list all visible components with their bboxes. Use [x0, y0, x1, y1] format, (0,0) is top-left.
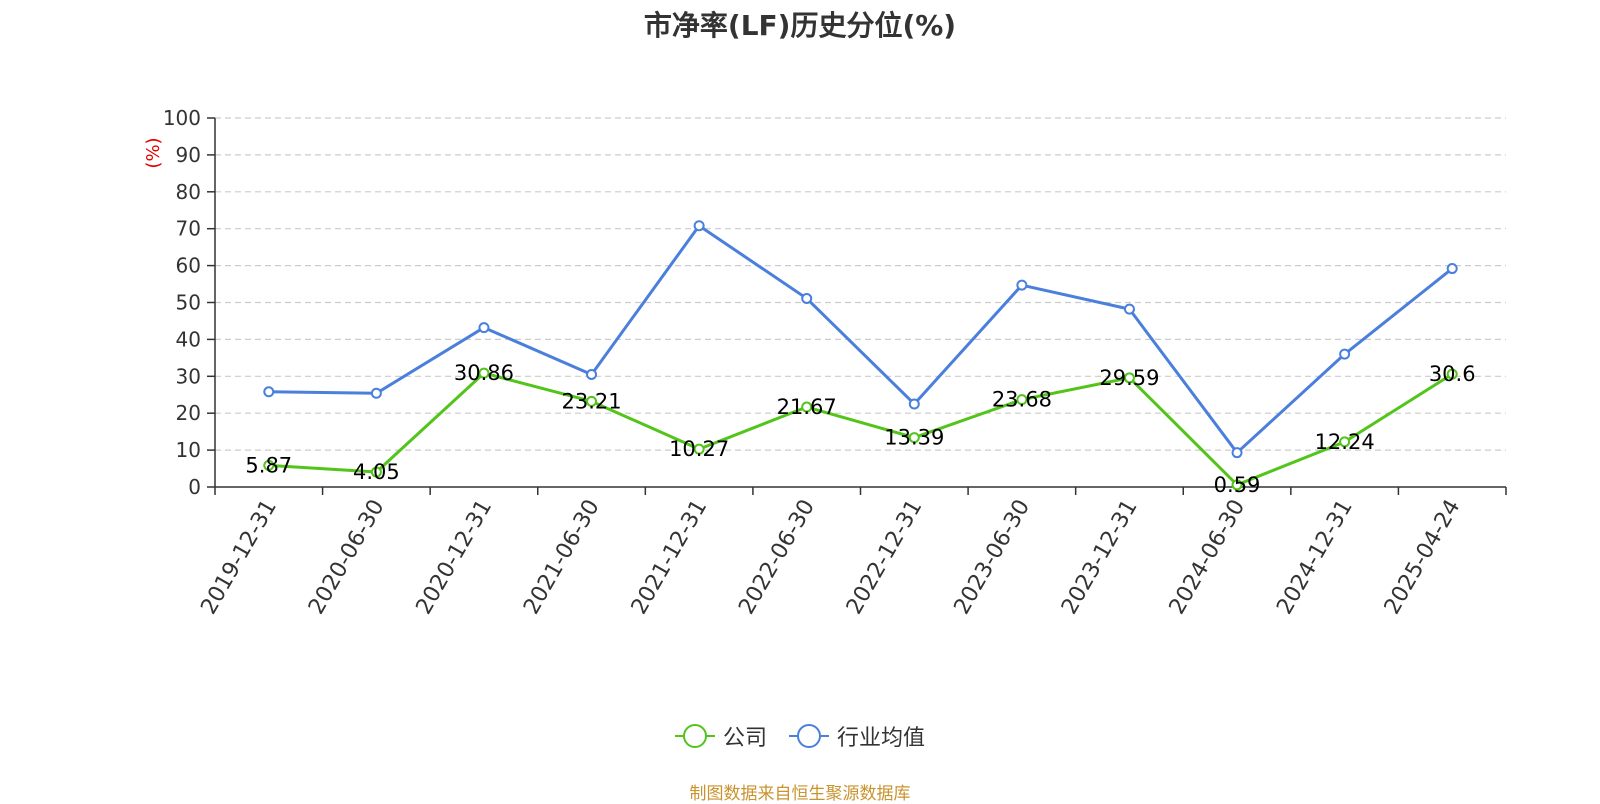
data-label-company: 5.87 — [245, 453, 292, 477]
x-tick-label: 2023-12-31 — [1057, 496, 1143, 619]
data-point-company — [370, 466, 382, 478]
x-tick-label: 2024-06-30 — [1165, 496, 1251, 619]
data-label-company: 21.67 — [777, 395, 837, 419]
data-point-industry — [586, 368, 598, 380]
data-label-company: 30.86 — [454, 361, 514, 385]
chart-title: 市净率(LF)历史分位(%) — [643, 9, 957, 42]
data-labels: 5.87 4.05 30.86 23.21 10.27 21.67 13.39 23.68 29… — [245, 361, 1475, 497]
data-point-company — [1446, 368, 1458, 380]
y-tick-label: 40 — [176, 327, 201, 351]
data-point-company — [1123, 372, 1135, 384]
data-point-industry — [370, 387, 382, 399]
x-tick-label: 2022-12-31 — [842, 496, 928, 619]
x-tick-label: 2023-06-30 — [949, 496, 1035, 619]
x-tick-label: 2022-06-30 — [734, 496, 820, 619]
data-point-industry — [1016, 279, 1028, 291]
data-point-industry — [908, 398, 920, 410]
data-label-company: 12.24 — [1315, 430, 1375, 454]
x-tick-label: 2020-06-30 — [304, 496, 390, 619]
axes: 0 10 20 30 40 50 60 70 80 90 100 (%) 2019-12-31 2020-… — [143, 106, 1507, 619]
legend-item-industry[interactable]: 行业均值 — [789, 720, 925, 752]
data-label-company: 23.21 — [561, 389, 621, 413]
data-point-company — [693, 443, 705, 455]
data-point-company — [1016, 394, 1028, 406]
y-tick-label: 100 — [163, 106, 201, 130]
data-point-industry — [263, 386, 275, 398]
data-label-company: 30.6 — [1429, 362, 1476, 386]
legend-company-marker — [674, 724, 715, 748]
x-tick-label: 2021-06-30 — [519, 496, 605, 619]
data-label-company: 23.68 — [992, 388, 1052, 412]
data-point-company — [263, 459, 275, 471]
series-line-company — [268, 371, 1454, 487]
data-point-company — [801, 401, 813, 413]
x-tick-label: 2024-12-31 — [1272, 496, 1358, 619]
data-label-company: 4.05 — [353, 460, 400, 484]
data-point-industry — [693, 220, 705, 232]
data-point-industry — [1446, 263, 1458, 275]
data-label-company: 29.59 — [1099, 366, 1159, 390]
y-tick-label: 60 — [176, 254, 201, 278]
data-point-company — [908, 432, 920, 444]
x-tick-label: 2021-12-31 — [627, 496, 713, 619]
y-axis-unit-label: (%) — [143, 137, 164, 168]
y-tick-label: 20 — [176, 401, 201, 425]
y-tick-label: 10 — [176, 438, 201, 462]
source-note: 制图数据来自恒生聚源数据库 — [689, 784, 911, 804]
legend-item-company[interactable]: 公司 — [674, 720, 767, 752]
data-point-company — [1339, 436, 1351, 448]
x-tick-label: 2025-04-24 — [1380, 496, 1466, 619]
data-point-industry — [801, 292, 813, 304]
data-point-industry — [1339, 348, 1351, 360]
data-point-company — [1231, 479, 1243, 491]
x-tick-label: 2019-12-31 — [196, 496, 282, 619]
series-lines — [263, 220, 1458, 491]
data-point-industry — [1123, 303, 1135, 315]
data-point-industry — [478, 322, 490, 334]
legend-industry-label: 行业均值 — [837, 726, 926, 751]
y-tick-label: 50 — [176, 291, 201, 315]
data-point-company — [478, 367, 490, 379]
y-tick-label: 70 — [176, 217, 201, 241]
data-label-company: 10.27 — [669, 437, 729, 461]
data-label-company: 0.59 — [1214, 473, 1261, 497]
data-label-company: 13.39 — [884, 426, 944, 450]
y-tick-label: 0 — [188, 475, 201, 499]
x-tick-label: 2020-12-31 — [412, 496, 498, 619]
y-tick-label: 80 — [176, 180, 201, 204]
data-point-industry — [1231, 447, 1243, 459]
legend: 公司 行业均值 — [0, 720, 1600, 752]
legend-industry-marker — [789, 724, 829, 748]
y-tick-label: 90 — [176, 143, 201, 167]
series-line-industry — [268, 224, 1454, 455]
data-point-company — [586, 395, 598, 407]
y-tick-label: 30 — [176, 364, 201, 388]
legend-company-label: 公司 — [722, 726, 767, 751]
grid-lines — [215, 117, 1506, 451]
